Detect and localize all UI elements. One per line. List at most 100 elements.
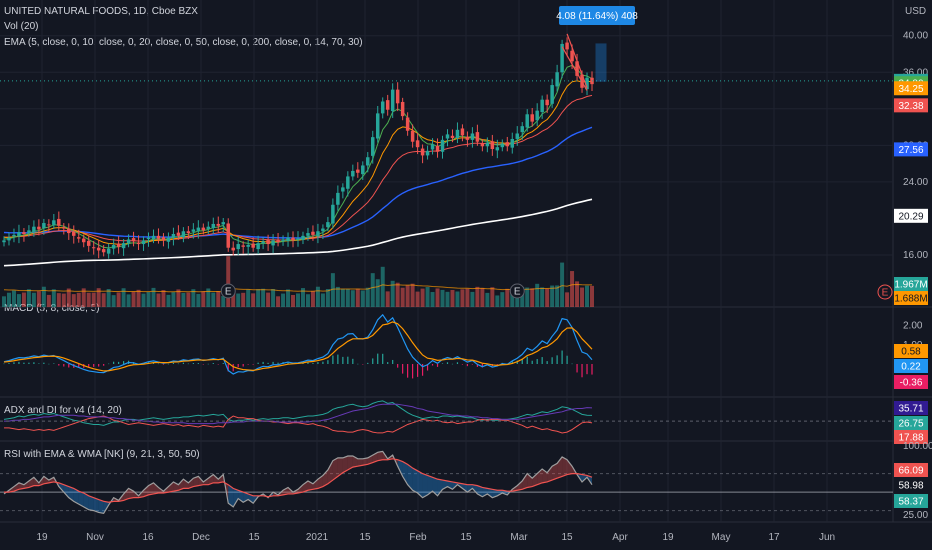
volume-bar	[147, 292, 151, 307]
price-tag: 20.29	[898, 211, 923, 222]
volume-bar	[336, 287, 340, 307]
macd-histogram-bar	[213, 363, 214, 364]
volume-bar	[2, 296, 6, 307]
volume-bar	[475, 287, 479, 307]
x-tick-label: 17	[768, 532, 780, 543]
volume-ma-line	[4, 284, 592, 291]
volume-bar	[142, 294, 146, 307]
candle-body	[381, 102, 384, 114]
volume-bar	[530, 288, 534, 307]
macd-histogram-bar	[407, 364, 408, 378]
candle-body	[226, 223, 229, 247]
volume-bar	[465, 289, 469, 307]
macd-histogram-bar	[238, 364, 239, 367]
macd-histogram-bar	[93, 364, 94, 367]
candle-body	[182, 231, 185, 237]
candle-body	[545, 100, 548, 105]
x-tick-label: Mar	[510, 532, 528, 543]
candle-body	[391, 90, 394, 111]
volume-bar	[186, 293, 190, 307]
volume-bar	[286, 289, 290, 307]
macd-histogram-bar	[113, 362, 114, 364]
measure-box	[596, 44, 606, 81]
volume-bar	[42, 287, 46, 307]
price-tag: 34.25	[898, 84, 923, 95]
candle-body	[525, 114, 528, 127]
macd-histogram-bar	[48, 364, 49, 365]
volume-bar	[535, 284, 539, 307]
macd-histogram-bar	[193, 363, 194, 364]
volume-bar	[560, 263, 564, 307]
volume-bar	[27, 289, 31, 307]
volume-bar	[460, 289, 464, 307]
volume-bar	[137, 290, 141, 307]
macd-histogram-bar	[537, 359, 538, 364]
price-tick-label: 40.00	[903, 31, 928, 42]
candle-body	[52, 220, 55, 225]
volume-bar	[196, 294, 200, 307]
volume-bar	[311, 291, 315, 307]
candle-body	[241, 245, 244, 246]
candle-body	[361, 165, 364, 174]
macd-histogram-bar	[357, 364, 358, 365]
candle-body	[311, 232, 314, 235]
macd-histogram-bar	[53, 363, 54, 364]
candle-body	[291, 238, 294, 241]
volume-bar	[112, 295, 116, 307]
candle-body	[441, 140, 444, 152]
volume-bar	[381, 267, 385, 307]
volume-bar	[436, 288, 440, 307]
volume-bar	[351, 290, 355, 307]
volume-bar	[445, 292, 449, 307]
volume-bar	[32, 293, 36, 307]
x-tick-label: 2021	[306, 532, 329, 543]
macd-histogram-bar	[38, 363, 39, 364]
candle-body	[356, 170, 359, 173]
volume-bar	[211, 293, 215, 307]
rsi-fill-segment	[413, 468, 418, 493]
volume-bar	[276, 296, 280, 307]
volume-bar	[57, 293, 61, 307]
volume-bar	[450, 290, 454, 307]
candle-body	[496, 147, 499, 150]
volume-bar	[366, 288, 370, 307]
macd-histogram-bar	[542, 357, 543, 364]
volume-bar	[47, 295, 51, 307]
candle-body	[501, 144, 504, 148]
candle-body	[466, 137, 469, 140]
macd-histogram-bar	[263, 362, 264, 364]
macd-histogram-bar	[203, 364, 204, 365]
candle-body	[396, 90, 399, 104]
volume-bar	[236, 294, 240, 307]
macd-histogram-bar	[457, 362, 458, 364]
measure-label: 4.08 (11.64%) 408	[556, 11, 638, 22]
macd-histogram-bar	[108, 364, 109, 365]
candle-body	[7, 238, 10, 241]
volume-bar	[296, 293, 300, 307]
candle-body	[152, 236, 155, 239]
candle-body	[202, 228, 205, 231]
volume-bar	[585, 286, 589, 307]
macd-tick-label: 2.00	[903, 321, 923, 332]
volume-bar	[201, 291, 205, 307]
volume-bar	[7, 293, 11, 307]
candle-body	[67, 229, 70, 234]
volume-bar	[271, 289, 275, 307]
macd-histogram-bar	[98, 364, 99, 367]
macd-histogram-bar	[362, 364, 363, 365]
x-tick-label: 15	[359, 532, 371, 543]
candle-body	[97, 248, 100, 251]
candle-body	[197, 228, 200, 231]
volume-bar	[500, 292, 504, 307]
candle-body	[236, 244, 239, 249]
volume-bar	[52, 289, 56, 307]
candle-body	[117, 244, 120, 247]
candle-body	[162, 237, 165, 240]
candle-body	[217, 224, 220, 226]
candle-body	[530, 114, 533, 121]
macd-histogram-bar	[387, 362, 388, 364]
candle-body	[506, 142, 509, 146]
volume-bar	[590, 286, 594, 307]
x-tick-label: 15	[460, 532, 472, 543]
